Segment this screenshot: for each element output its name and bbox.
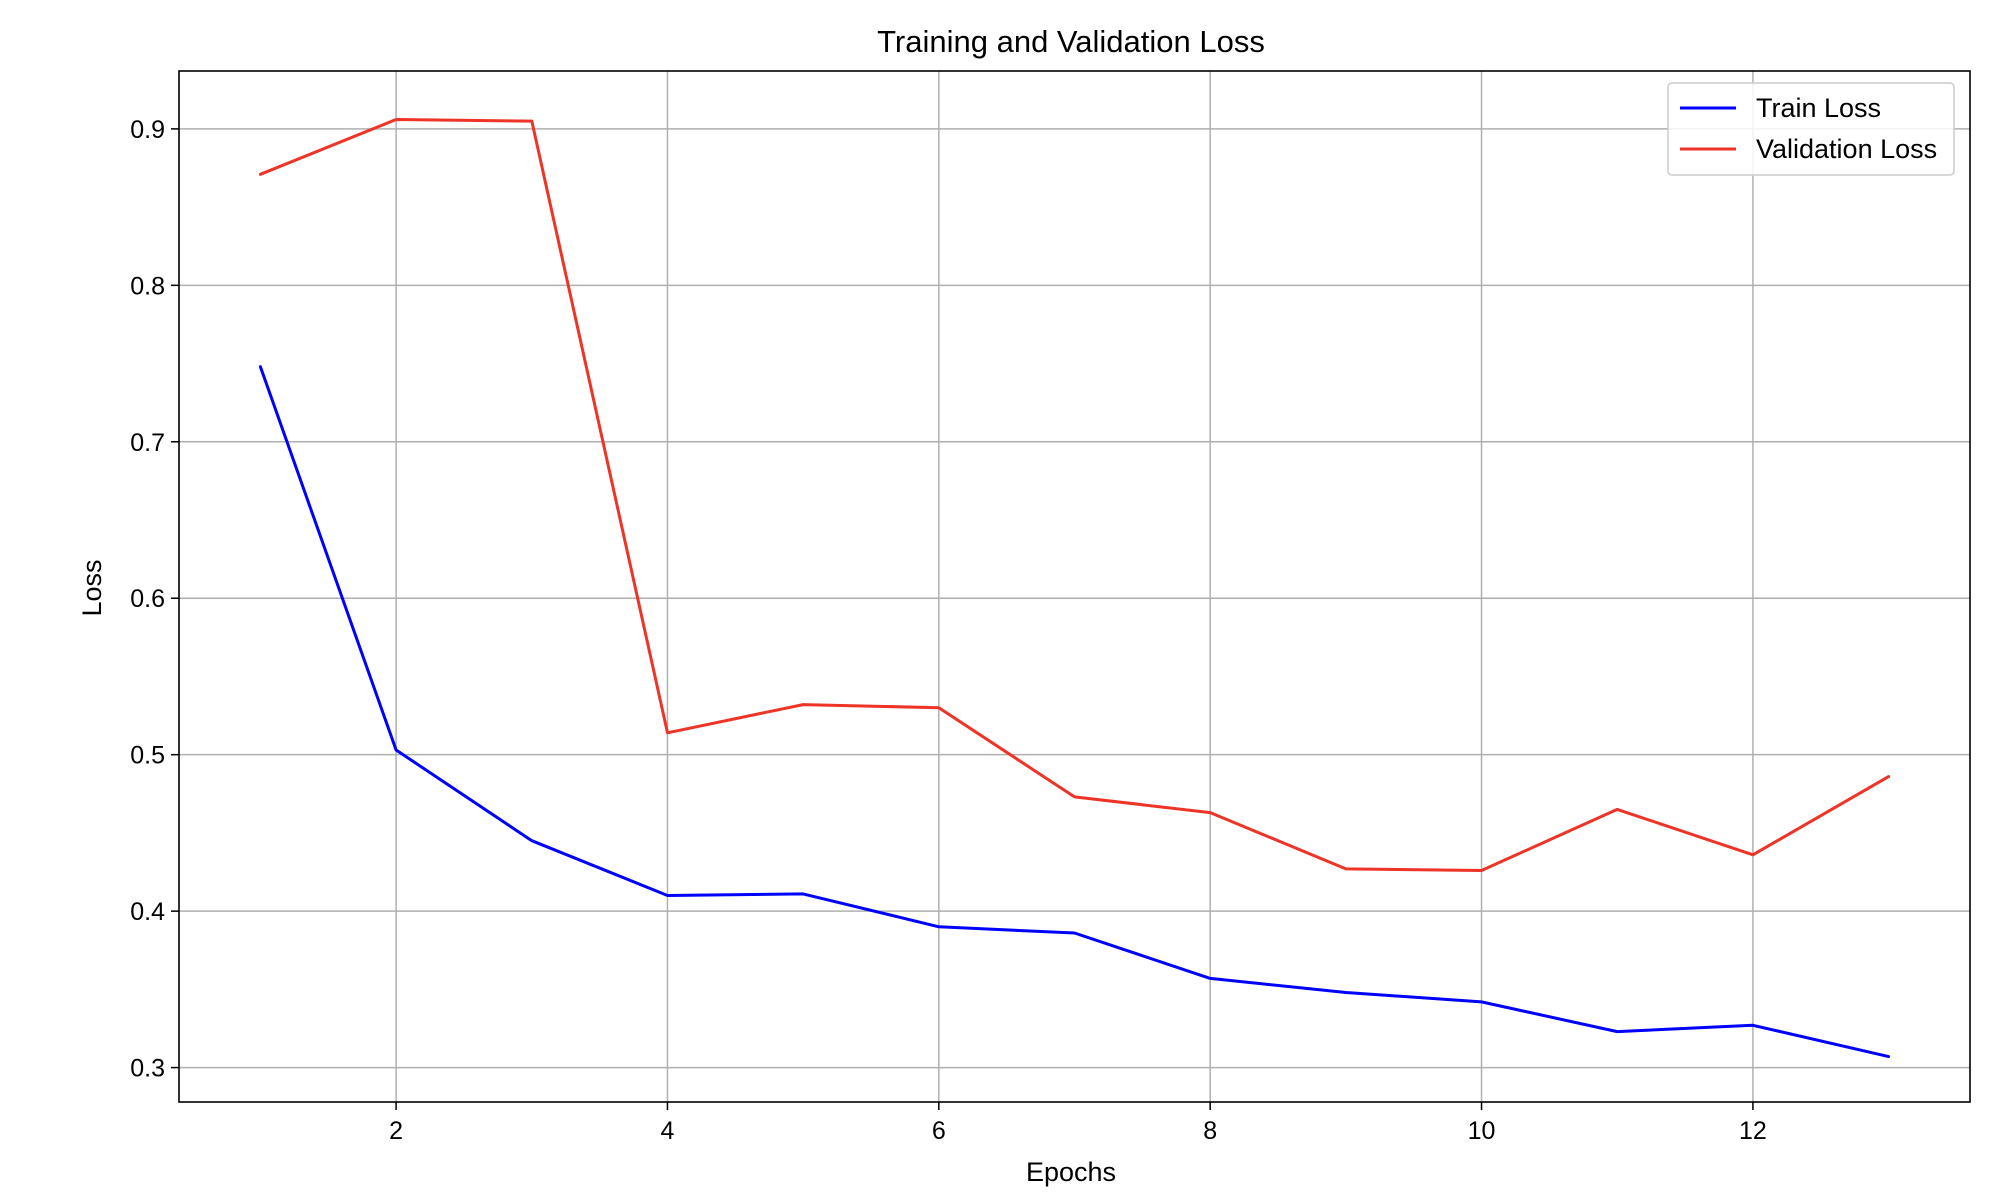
x-tick-label: 4 (661, 1117, 675, 1145)
legend-label-train-loss: Train Loss (1756, 93, 1881, 123)
chart-title: Training and Validation Loss (877, 24, 1265, 59)
y-tick-label: 0.4 (130, 898, 165, 926)
grid-lines (179, 71, 1970, 1102)
legend-label-validation-loss: Validation Loss (1756, 134, 1937, 164)
x-tick-label: 10 (1468, 1117, 1496, 1145)
y-axis-ticks: 0.3 0.4 0.5 0.6 0.7 0.8 0.9 (130, 116, 179, 1083)
y-tick-label: 0.9 (130, 116, 165, 144)
x-tick-label: 8 (1203, 1117, 1217, 1145)
y-tick-label: 0.7 (130, 429, 165, 457)
x-tick-label: 6 (932, 1117, 946, 1145)
series-lines (258, 118, 1891, 1059)
legend-box (1667, 82, 1955, 176)
train-loss-line (258, 365, 1891, 1059)
y-tick-label: 0.8 (130, 272, 165, 300)
plot-frame (178, 70, 1971, 1103)
y-tick-label: 0.5 (130, 742, 165, 770)
x-axis-ticks: 2 4 6 8 10 12 (389, 1102, 1767, 1145)
validation-loss-line (258, 118, 1891, 872)
x-tick-label: 12 (1739, 1117, 1767, 1145)
y-tick-label: 0.6 (130, 585, 165, 613)
x-tick-label: 2 (389, 1117, 403, 1145)
legend: Train Loss Validation Loss (1667, 82, 1955, 176)
x-axis-label: Epochs (1026, 1157, 1116, 1187)
y-axis-label: Loss (77, 559, 107, 616)
y-tick-label: 0.3 (130, 1055, 165, 1083)
